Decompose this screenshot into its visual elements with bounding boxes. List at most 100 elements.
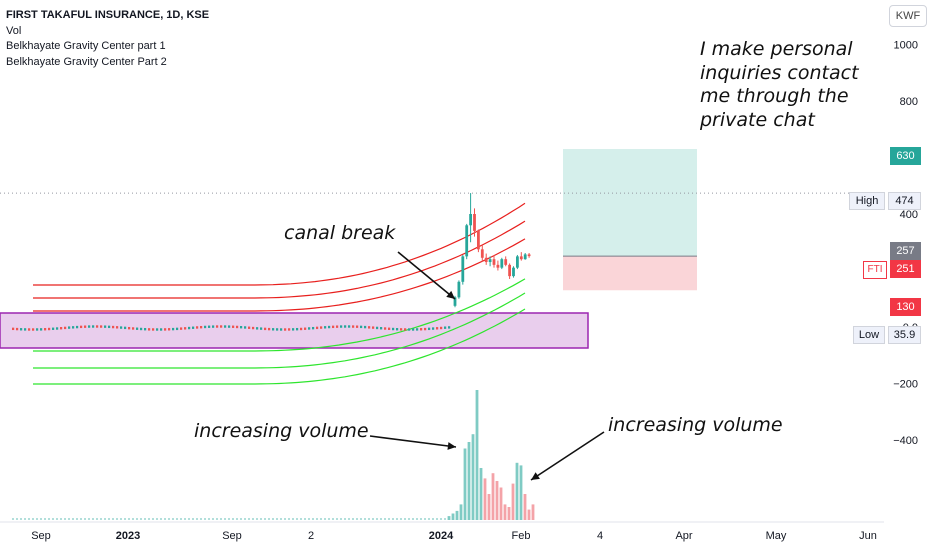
candle-body bbox=[480, 249, 484, 258]
volume-bar bbox=[260, 518, 262, 520]
volume-bar bbox=[252, 518, 254, 520]
history-candle bbox=[440, 326, 443, 330]
legend-volume[interactable]: Vol bbox=[6, 24, 22, 37]
low-value-tag: 35.9 bbox=[888, 326, 921, 344]
gravity-lower-band-1 bbox=[33, 278, 526, 352]
volume-bar bbox=[527, 509, 531, 520]
volume-bar bbox=[380, 518, 382, 520]
volume-bar bbox=[503, 504, 507, 520]
volume-bar bbox=[196, 518, 198, 520]
history-candle bbox=[92, 325, 95, 328]
history-candle bbox=[380, 327, 383, 330]
volume-bar bbox=[348, 518, 350, 520]
history-candle bbox=[20, 328, 23, 331]
history-candle bbox=[24, 328, 27, 331]
history-candle bbox=[416, 328, 419, 331]
history-candle bbox=[232, 325, 235, 328]
volume-bar bbox=[280, 518, 282, 520]
time-tick-label: 2023 bbox=[116, 530, 140, 542]
volume-bar bbox=[40, 518, 42, 520]
contact-note-line-4: private chat bbox=[700, 108, 815, 131]
history-candle bbox=[372, 326, 375, 329]
currency-unit-button[interactable]: KWF bbox=[889, 5, 927, 27]
volume-bar bbox=[264, 518, 266, 520]
volume-bar bbox=[344, 518, 346, 520]
history-candle bbox=[260, 327, 263, 330]
volume-bar bbox=[507, 507, 511, 520]
legend-indicator-2[interactable]: Belkhayate Gravity Center Part 2 bbox=[6, 55, 167, 68]
volume-bar bbox=[224, 518, 226, 520]
history-candle bbox=[96, 325, 99, 328]
history-candle bbox=[344, 325, 347, 328]
history-candle bbox=[296, 327, 299, 331]
volume-bar bbox=[152, 518, 154, 520]
volume-bar bbox=[288, 518, 290, 520]
candle-body bbox=[484, 257, 488, 263]
history-candle bbox=[308, 327, 311, 330]
history-candle bbox=[180, 327, 183, 330]
legend-title[interactable]: FIRST TAKAFUL INSURANCE, 1D, KSE bbox=[6, 9, 210, 21]
history-candle bbox=[132, 327, 135, 330]
volume-bar bbox=[424, 518, 426, 520]
candle-body bbox=[496, 264, 500, 268]
history-candle bbox=[332, 325, 335, 329]
volume-bar bbox=[276, 518, 278, 520]
history-candle bbox=[108, 325, 111, 329]
volume-bar bbox=[467, 442, 471, 520]
volume-bar bbox=[416, 518, 418, 520]
candle-body bbox=[512, 267, 515, 277]
history-candle bbox=[124, 326, 127, 330]
history-candle bbox=[32, 328, 35, 331]
history-candle bbox=[328, 325, 331, 329]
volume-bar bbox=[20, 518, 22, 520]
volume-bar bbox=[384, 518, 386, 520]
volume-bar bbox=[475, 390, 479, 520]
volume-bar bbox=[428, 518, 430, 520]
history-candle bbox=[136, 327, 139, 330]
history-candle bbox=[384, 327, 387, 330]
gravity-upper-band-3 bbox=[33, 238, 526, 312]
symbol-tag[interactable]: FTI bbox=[863, 261, 887, 279]
contact-note-line-3: me through the bbox=[700, 85, 849, 107]
history-candle bbox=[116, 326, 119, 329]
history-candle bbox=[204, 325, 207, 329]
history-candle bbox=[292, 328, 295, 331]
volume-bar bbox=[364, 518, 366, 520]
history-candle bbox=[400, 328, 403, 331]
contact-note-line-1: I make personal bbox=[700, 38, 853, 60]
history-candle bbox=[100, 325, 103, 328]
time-tick-label: 2024 bbox=[429, 530, 454, 542]
history-candle bbox=[72, 326, 75, 329]
history-candle bbox=[68, 326, 71, 329]
history-candle bbox=[304, 327, 307, 330]
volume-bar bbox=[116, 518, 118, 520]
volume-bar bbox=[495, 481, 499, 520]
volume-bar bbox=[336, 518, 338, 520]
history-candle bbox=[352, 325, 355, 328]
history-candle bbox=[164, 328, 167, 331]
volume-bar bbox=[519, 465, 523, 520]
volume-bar bbox=[296, 518, 298, 520]
volume-bar bbox=[392, 518, 394, 520]
history-candle bbox=[272, 328, 275, 331]
history-candle bbox=[432, 327, 435, 330]
legend-indicator-1[interactable]: Belkhayate Gravity Center part 1 bbox=[6, 40, 166, 52]
history-candle bbox=[60, 327, 63, 330]
history-candle bbox=[244, 326, 247, 329]
history-candle bbox=[192, 326, 195, 329]
volume-bar bbox=[92, 518, 94, 520]
volume-bar bbox=[216, 518, 218, 520]
position-profit-zone bbox=[563, 149, 697, 257]
history-candle bbox=[112, 325, 115, 329]
candle-body bbox=[519, 256, 523, 260]
volume-bar bbox=[436, 518, 438, 520]
volume-bar bbox=[96, 518, 98, 520]
candle-body bbox=[500, 259, 504, 268]
history-candle bbox=[388, 327, 391, 330]
history-candle bbox=[36, 328, 39, 331]
volume-bar bbox=[483, 478, 487, 520]
volume-bar bbox=[192, 518, 194, 520]
history-candle bbox=[256, 327, 259, 330]
history-candle bbox=[396, 328, 399, 331]
volume-bar bbox=[76, 518, 78, 520]
